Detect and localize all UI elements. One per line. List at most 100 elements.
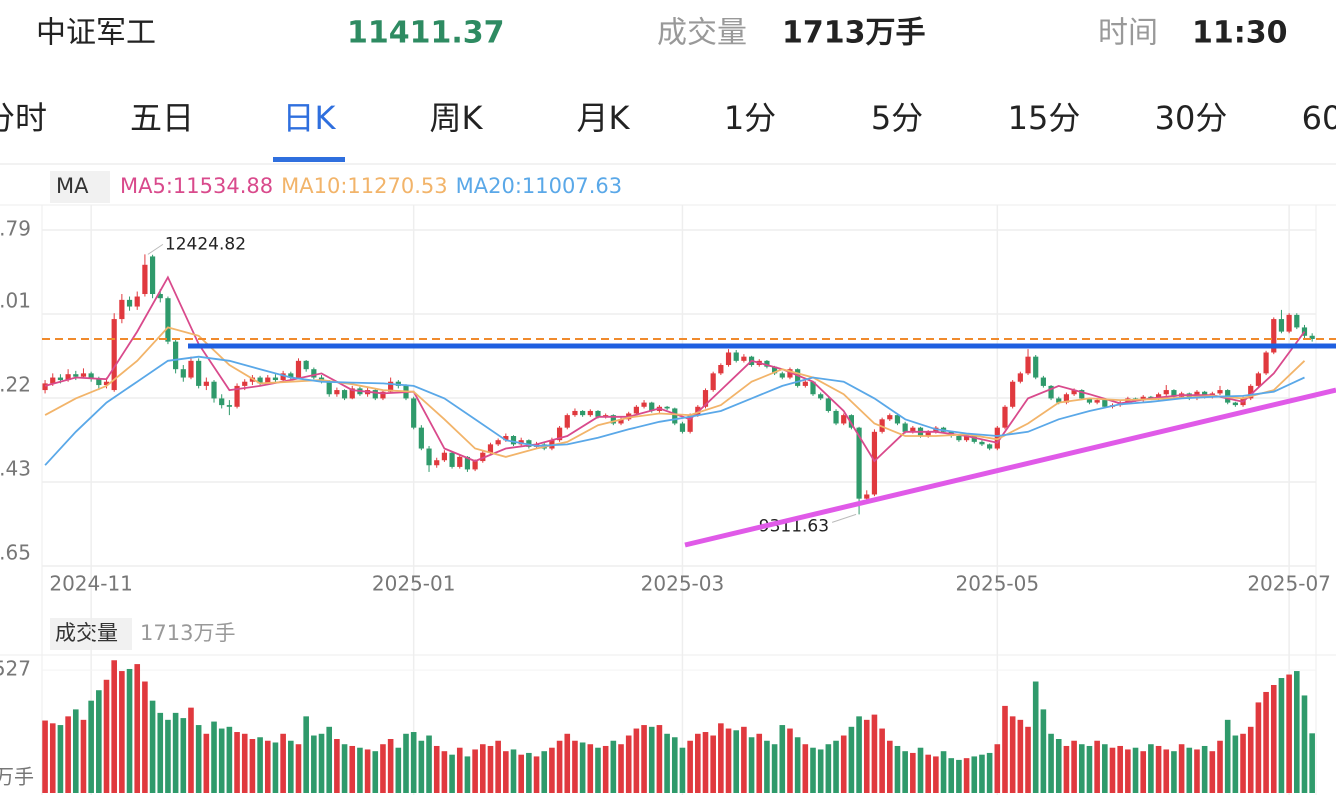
- y-tick-label: 10705.22: [0, 372, 31, 396]
- tab[interactable]: 30分: [1155, 99, 1228, 137]
- volume-bar: [610, 740, 617, 793]
- volume-bar: [572, 740, 578, 793]
- volume-bar: [871, 714, 878, 793]
- tab[interactable]: 周K: [430, 99, 484, 137]
- candle-body: [203, 381, 209, 386]
- candle-body: [979, 441, 985, 445]
- volume-bar: [1117, 745, 1123, 793]
- candle-body: [487, 444, 494, 453]
- volume-bar: [449, 754, 455, 793]
- candle-body: [411, 398, 417, 428]
- volume-bar: [910, 752, 916, 793]
- volume-bar: [234, 732, 240, 793]
- volume-bar: [1094, 740, 1100, 793]
- volume-bar: [1125, 749, 1131, 793]
- candle-body: [994, 427, 1000, 449]
- tab[interactable]: 1分: [724, 99, 776, 137]
- candle-body: [1102, 400, 1108, 407]
- volume-bar: [579, 742, 586, 793]
- candle-body: [1163, 390, 1169, 395]
- volume-bar: [295, 744, 302, 793]
- tab[interactable]: 五日: [130, 99, 194, 137]
- volume-bar: [894, 745, 901, 793]
- candle-body: [464, 456, 471, 470]
- active-tab-underline: [273, 157, 345, 162]
- candle-body: [580, 410, 586, 416]
- volume-bar: [364, 749, 371, 793]
- volume-bar: [741, 726, 747, 793]
- tab[interactable]: 15分: [1008, 99, 1081, 137]
- tab[interactable]: 月K: [577, 99, 631, 137]
- candle-body: [457, 456, 463, 467]
- candle-body: [1048, 385, 1054, 399]
- candle-body: [841, 415, 847, 424]
- candle-body: [987, 444, 993, 449]
- volume-bar: [917, 747, 924, 793]
- tab[interactable]: 日K: [283, 99, 337, 137]
- volume-bar: [1301, 695, 1308, 793]
- volume-bar: [96, 690, 102, 793]
- volume-bar: [702, 732, 709, 793]
- candle-body: [718, 365, 724, 374]
- tab[interactable]: 分时: [0, 99, 47, 137]
- volume-bar: [718, 723, 724, 793]
- candle-body: [449, 452, 455, 467]
- volume-bar: [549, 747, 555, 793]
- volume-bar: [1186, 747, 1193, 793]
- volume-bar: [564, 733, 571, 793]
- candle-body: [50, 377, 56, 384]
- y-tick-label: 12716.79: [0, 216, 31, 240]
- drawn-trend-line: [684, 387, 1336, 548]
- volume-bar: [664, 733, 670, 793]
- volume-bar: [956, 759, 962, 793]
- tab[interactable]: 60分: [1302, 99, 1336, 137]
- candle-body: [848, 415, 855, 428]
- candle-body: [725, 352, 732, 366]
- volume-bar: [756, 733, 763, 793]
- candle-body: [1040, 377, 1046, 386]
- candle-body: [1171, 390, 1177, 397]
- volume-bar: [303, 716, 309, 793]
- volume-bar: [195, 725, 202, 793]
- candle-body: [126, 299, 133, 307]
- volume-bar: [733, 730, 740, 793]
- candle-body: [173, 341, 179, 370]
- volume-bar: [779, 725, 786, 793]
- volume-bar: [863, 719, 870, 793]
- candle-body: [165, 298, 171, 342]
- volume-bar: [180, 718, 187, 793]
- volume-bar: [802, 744, 809, 793]
- volume-bar: [1171, 751, 1177, 793]
- volume-bar: [226, 726, 233, 793]
- volume-bar: [410, 732, 417, 793]
- candle-body: [1217, 390, 1223, 394]
- low-leader: [831, 513, 857, 523]
- legend-item: MA20:11007.63: [456, 174, 622, 198]
- volume-bar: [1263, 691, 1269, 793]
- volume-bar: [487, 745, 494, 793]
- candle-body: [1278, 319, 1285, 332]
- volume-bar: [1240, 733, 1246, 793]
- candle-body: [149, 256, 156, 295]
- candle-body: [894, 415, 901, 424]
- volume-bar: [88, 700, 94, 793]
- candle-body: [96, 378, 102, 386]
- tab[interactable]: 5分: [871, 99, 923, 137]
- candle-body: [1294, 314, 1300, 328]
- volume-bar: [433, 745, 440, 793]
- volume-bar: [479, 744, 486, 793]
- volume-bar: [710, 735, 716, 793]
- candle-body: [864, 494, 870, 499]
- candle-body: [349, 388, 355, 399]
- volume-bar: [495, 740, 501, 793]
- candle-body: [1286, 314, 1292, 332]
- volume-bar: [1071, 740, 1077, 793]
- volume-bar: [625, 735, 632, 793]
- y-tick-label: 11711.01: [0, 288, 31, 312]
- volume-bar: [925, 754, 931, 793]
- candle-body: [1010, 381, 1016, 407]
- candle-body: [188, 360, 194, 378]
- volume-bar: [149, 700, 156, 793]
- volume-bar: [825, 744, 832, 793]
- candle-body: [871, 431, 878, 495]
